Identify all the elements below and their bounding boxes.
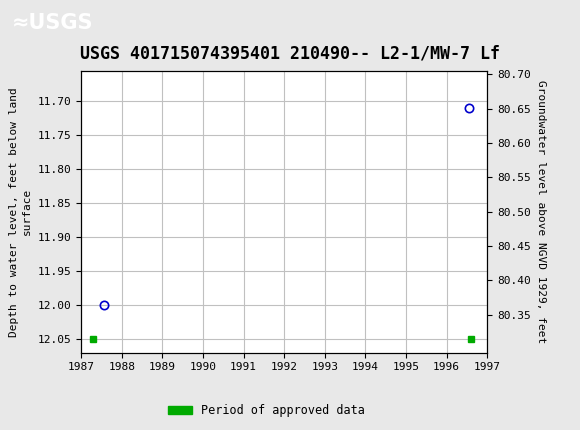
Text: USGS 401715074395401 210490-- L2-1/MW-7 Lf: USGS 401715074395401 210490-- L2-1/MW-7 … [80,44,500,62]
Y-axis label: Depth to water level, feet below land
surface: Depth to water level, feet below land su… [9,87,32,337]
Text: ≈USGS: ≈USGS [12,12,93,33]
Legend: Period of approved data: Period of approved data [164,399,370,422]
Y-axis label: Groundwater level above NGVD 1929, feet: Groundwater level above NGVD 1929, feet [536,80,546,344]
